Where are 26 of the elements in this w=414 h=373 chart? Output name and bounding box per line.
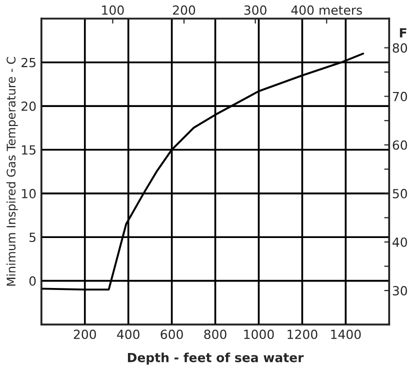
y-tick-label: 0 — [29, 276, 36, 286]
y-axis-title: Minimum Inspired Gas Temperature - C — [6, 56, 18, 286]
x-tick-label: 200 — [74, 330, 96, 340]
x2-tick-label: 300 — [244, 5, 266, 15]
y2-tick-label: 30 — [392, 286, 408, 296]
y-tick-label: 10 — [22, 188, 36, 198]
y2-tick-label: 50 — [392, 188, 408, 198]
y2-tick-label: 70 — [392, 92, 408, 102]
x-tick-label: 1200 — [288, 330, 318, 340]
x2-tick-label: 100 — [102, 5, 124, 15]
x-tick-label: 1400 — [331, 330, 361, 340]
x2-tick-label: 200 — [173, 5, 196, 15]
y2-tick-label: 40 — [392, 237, 408, 247]
x-tick-label: 400 — [117, 330, 140, 340]
x-tick-label: 600 — [160, 330, 183, 340]
x-axis-title: Depth - feet of sea water — [128, 352, 304, 365]
y2-tick-label: 60 — [392, 140, 408, 150]
y2-axis-title: F — [400, 28, 406, 38]
x-tick-label: 800 — [204, 330, 226, 340]
y-tick-label: 15 — [22, 145, 36, 155]
y-tick-label: 5 — [30, 232, 36, 242]
y2-tick-label: 80 — [392, 43, 408, 53]
y-tick-label: 20 — [22, 102, 36, 111]
x2-tick-label: 400 meters — [291, 5, 362, 15]
y-tick-label: 25 — [22, 58, 36, 68]
x-tick-label: 1000 — [244, 330, 274, 340]
